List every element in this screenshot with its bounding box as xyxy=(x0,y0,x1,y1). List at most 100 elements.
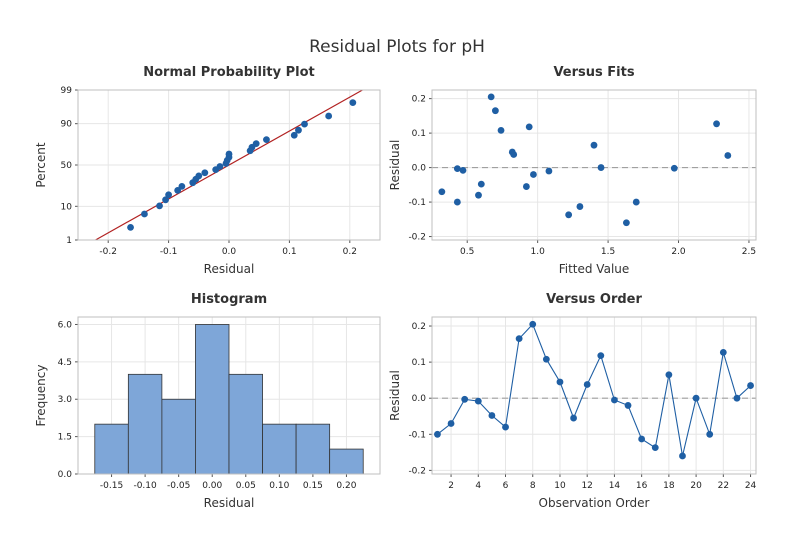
y-axis-label-3: Frequency xyxy=(34,365,48,427)
x-tick-label-3: -0.10 xyxy=(133,481,157,491)
fits-point xyxy=(670,164,678,172)
x-tick-label-3: 0.15 xyxy=(303,481,323,491)
npp-point xyxy=(127,223,134,231)
plot-frame-2 xyxy=(431,89,757,241)
x-tick-label-3: -0.15 xyxy=(100,481,123,491)
x-tick-label-2: 0.5 xyxy=(460,247,474,257)
fits-point xyxy=(459,166,467,174)
y-tick-label-4: -0.1 xyxy=(408,430,426,440)
x-tick-label-1: -0.2 xyxy=(99,247,117,257)
order-point xyxy=(570,414,577,422)
x-tick-label-2: 2.5 xyxy=(742,247,756,257)
fits-point xyxy=(510,151,518,158)
y-tick-label-3: 1.5 xyxy=(58,433,72,443)
panel-title-4: Versus Order xyxy=(546,292,642,307)
fits-point xyxy=(438,188,446,196)
y-tick-label-4: 0.1 xyxy=(412,358,426,368)
order-point xyxy=(474,397,482,405)
x-tick-label-4: 16 xyxy=(636,481,648,491)
y-tick-label-3: 0.0 xyxy=(58,470,73,480)
y-tick-label-1: 10 xyxy=(61,202,73,212)
order-point xyxy=(583,381,591,388)
fits-point xyxy=(477,180,485,188)
y-tick-label-2: 0.2 xyxy=(412,95,426,105)
npp-point xyxy=(325,112,333,120)
npp-point xyxy=(290,131,298,139)
x-tick-label-4: 4 xyxy=(475,481,481,491)
y-tick-label-3: 3.0 xyxy=(58,395,73,405)
x-axis-label-2: Fitted Value xyxy=(559,262,630,276)
x-tick-label-4: 12 xyxy=(581,481,592,491)
fits-point xyxy=(491,107,499,115)
x-tick-label-4: 22 xyxy=(718,481,729,491)
x-tick-label-4: 6 xyxy=(503,481,509,491)
x-axis-label-4: Observation Order xyxy=(539,496,650,510)
order-point xyxy=(638,435,646,443)
fits-point xyxy=(576,203,584,210)
x-tick-label-1: 0.1 xyxy=(282,247,296,257)
x-tick-label-4: 18 xyxy=(663,481,675,491)
histogram-bar xyxy=(262,423,297,475)
x-tick-label-3: 0.20 xyxy=(336,481,356,491)
fits-point xyxy=(487,93,495,101)
panel-title-1: Normal Probability Plot xyxy=(143,65,315,80)
histogram-bar xyxy=(195,324,230,475)
npp-point xyxy=(295,126,302,134)
x-axis-label-1: Residual xyxy=(204,262,255,276)
fits-point xyxy=(525,123,533,131)
x-tick-label-1: 0.0 xyxy=(222,247,237,257)
npp-point xyxy=(349,99,357,107)
npp-point xyxy=(162,196,169,204)
order-point xyxy=(624,402,632,409)
fits-point xyxy=(475,191,482,199)
plot-frame-4 xyxy=(431,316,757,475)
y-axis-label-1: Percent xyxy=(34,142,48,187)
order-point xyxy=(611,396,618,404)
order-point xyxy=(747,382,754,389)
order-point xyxy=(733,394,741,402)
order-point xyxy=(434,430,441,438)
histogram-bar xyxy=(161,398,196,475)
fits-point xyxy=(724,152,732,159)
x-tick-label-2: 2.0 xyxy=(671,247,686,257)
y-axis-label-2: Residual xyxy=(388,140,402,191)
x-tick-label-2: 1.0 xyxy=(530,247,545,257)
y-tick-label-2: -0.1 xyxy=(408,198,426,208)
order-point xyxy=(488,412,496,419)
fits-point xyxy=(497,126,505,134)
x-tick-label-3: 0.10 xyxy=(269,481,289,491)
histogram-bar xyxy=(329,448,364,475)
npp-point xyxy=(156,202,163,210)
y-tick-label-2: -0.2 xyxy=(408,233,426,243)
npp-point xyxy=(174,186,182,194)
order-point xyxy=(556,378,564,386)
order-point xyxy=(651,444,659,452)
fits-point xyxy=(453,165,461,173)
plot-frame-1 xyxy=(77,89,381,241)
y-axis-label-4: Residual xyxy=(388,370,402,421)
x-tick-label-2: 1.5 xyxy=(601,247,615,257)
npp-point xyxy=(195,172,203,180)
fits-point xyxy=(522,183,530,190)
y-tick-label-1: 1 xyxy=(66,236,72,246)
fits-point xyxy=(453,198,461,206)
npp-point xyxy=(225,150,233,158)
x-tick-label-3: -0.05 xyxy=(167,481,190,491)
figure-title: Residual Plots for pH xyxy=(309,37,485,57)
y-tick-label-1: 99 xyxy=(61,86,73,96)
x-tick-label-4: 24 xyxy=(745,481,757,491)
order-point xyxy=(719,348,727,356)
histogram-bar xyxy=(127,373,163,475)
x-tick-label-4: 20 xyxy=(690,481,702,491)
npp-point xyxy=(201,169,209,177)
order-series-line xyxy=(437,323,751,457)
fits-point xyxy=(530,171,537,178)
order-point xyxy=(706,430,714,438)
order-point xyxy=(529,320,537,328)
order-point xyxy=(515,335,523,343)
x-tick-label-4: 14 xyxy=(609,481,621,491)
x-tick-label-3: 0.00 xyxy=(202,481,222,491)
x-tick-label-1: 0.2 xyxy=(343,247,357,257)
